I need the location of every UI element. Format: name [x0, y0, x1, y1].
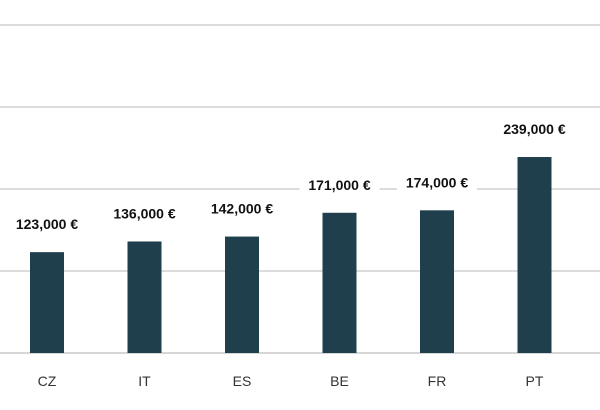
data-label-background: [397, 173, 477, 193]
x-tick-label: BE: [330, 373, 349, 389]
data-label-background: [299, 175, 380, 195]
bar-ES: [225, 236, 259, 353]
x-tick-label: PT: [526, 373, 544, 389]
data-label: 136,000 €: [113, 205, 175, 221]
data-label: 171,000 €: [308, 177, 370, 193]
bar-IT: [127, 241, 162, 353]
bar-CZ: [30, 252, 64, 353]
x-tick-label: FR: [428, 373, 447, 389]
bars: [30, 157, 552, 353]
bar-BE: [322, 212, 357, 353]
x-tick-label: ES: [233, 373, 252, 389]
data-label: 239,000 €: [503, 121, 565, 137]
x-tick-label: IT: [138, 373, 151, 389]
x-tick-labels: CZ IT ES BE FR PT: [38, 373, 544, 389]
data-label: 174,000 €: [406, 174, 468, 190]
data-label: 123,000 €: [16, 216, 78, 232]
bar-PT: [517, 157, 552, 353]
data-label-background: [202, 199, 282, 219]
data-label-background: [494, 120, 575, 140]
bar-FR: [420, 210, 454, 353]
data-label-background: [104, 204, 185, 224]
data-labels: 123,000 € 136,000 € 142,000 € 171,000 € 174,…: [7, 120, 575, 235]
x-tick-label: CZ: [38, 373, 57, 389]
data-label: 142,000 €: [211, 201, 273, 217]
data-label-background: [7, 215, 87, 235]
